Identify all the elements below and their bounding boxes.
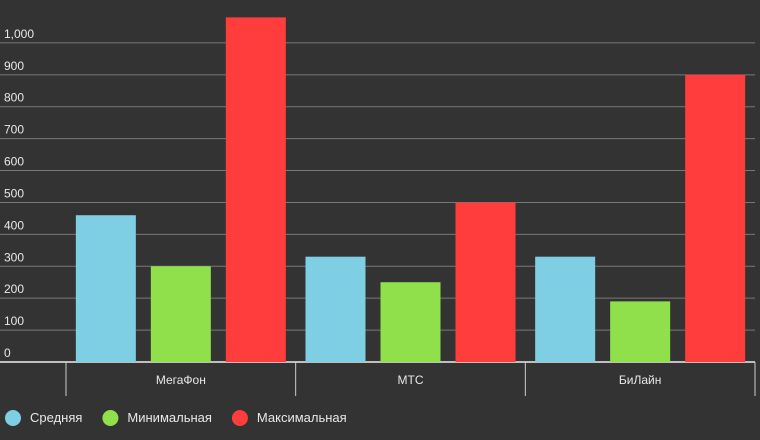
y-tick-label: 1,000 — [4, 27, 34, 41]
legend-label: Максимальная — [257, 410, 347, 425]
bar — [610, 301, 671, 362]
y-tick-label: 900 — [4, 59, 24, 73]
y-tick-label: 300 — [4, 250, 24, 264]
y-tick-label: 500 — [4, 186, 24, 200]
y-tick-label: 800 — [4, 91, 24, 105]
bar — [535, 256, 596, 362]
y-tick-label: 600 — [4, 155, 24, 169]
bar — [455, 202, 516, 362]
bar — [380, 282, 441, 362]
bar — [75, 215, 136, 362]
y-tick-label: 400 — [4, 218, 24, 232]
legend-marker — [231, 410, 248, 426]
legend-label: Минимальная — [127, 410, 212, 425]
x-tick-label: БиЛайн — [619, 373, 661, 387]
legend-label: Средняя — [30, 410, 82, 425]
x-tick-label: МегаФон — [156, 373, 206, 387]
y-tick-label: 0 — [4, 346, 11, 360]
bar — [685, 74, 746, 363]
bar — [150, 266, 211, 362]
y-tick-label: 200 — [4, 282, 24, 296]
legend-marker — [5, 410, 21, 426]
legend-marker — [102, 410, 119, 426]
bar — [305, 256, 366, 362]
bar — [225, 17, 286, 363]
y-tick-label: 700 — [4, 123, 24, 137]
x-tick-label: МТС — [398, 373, 424, 387]
y-tick-label: 100 — [4, 314, 24, 328]
